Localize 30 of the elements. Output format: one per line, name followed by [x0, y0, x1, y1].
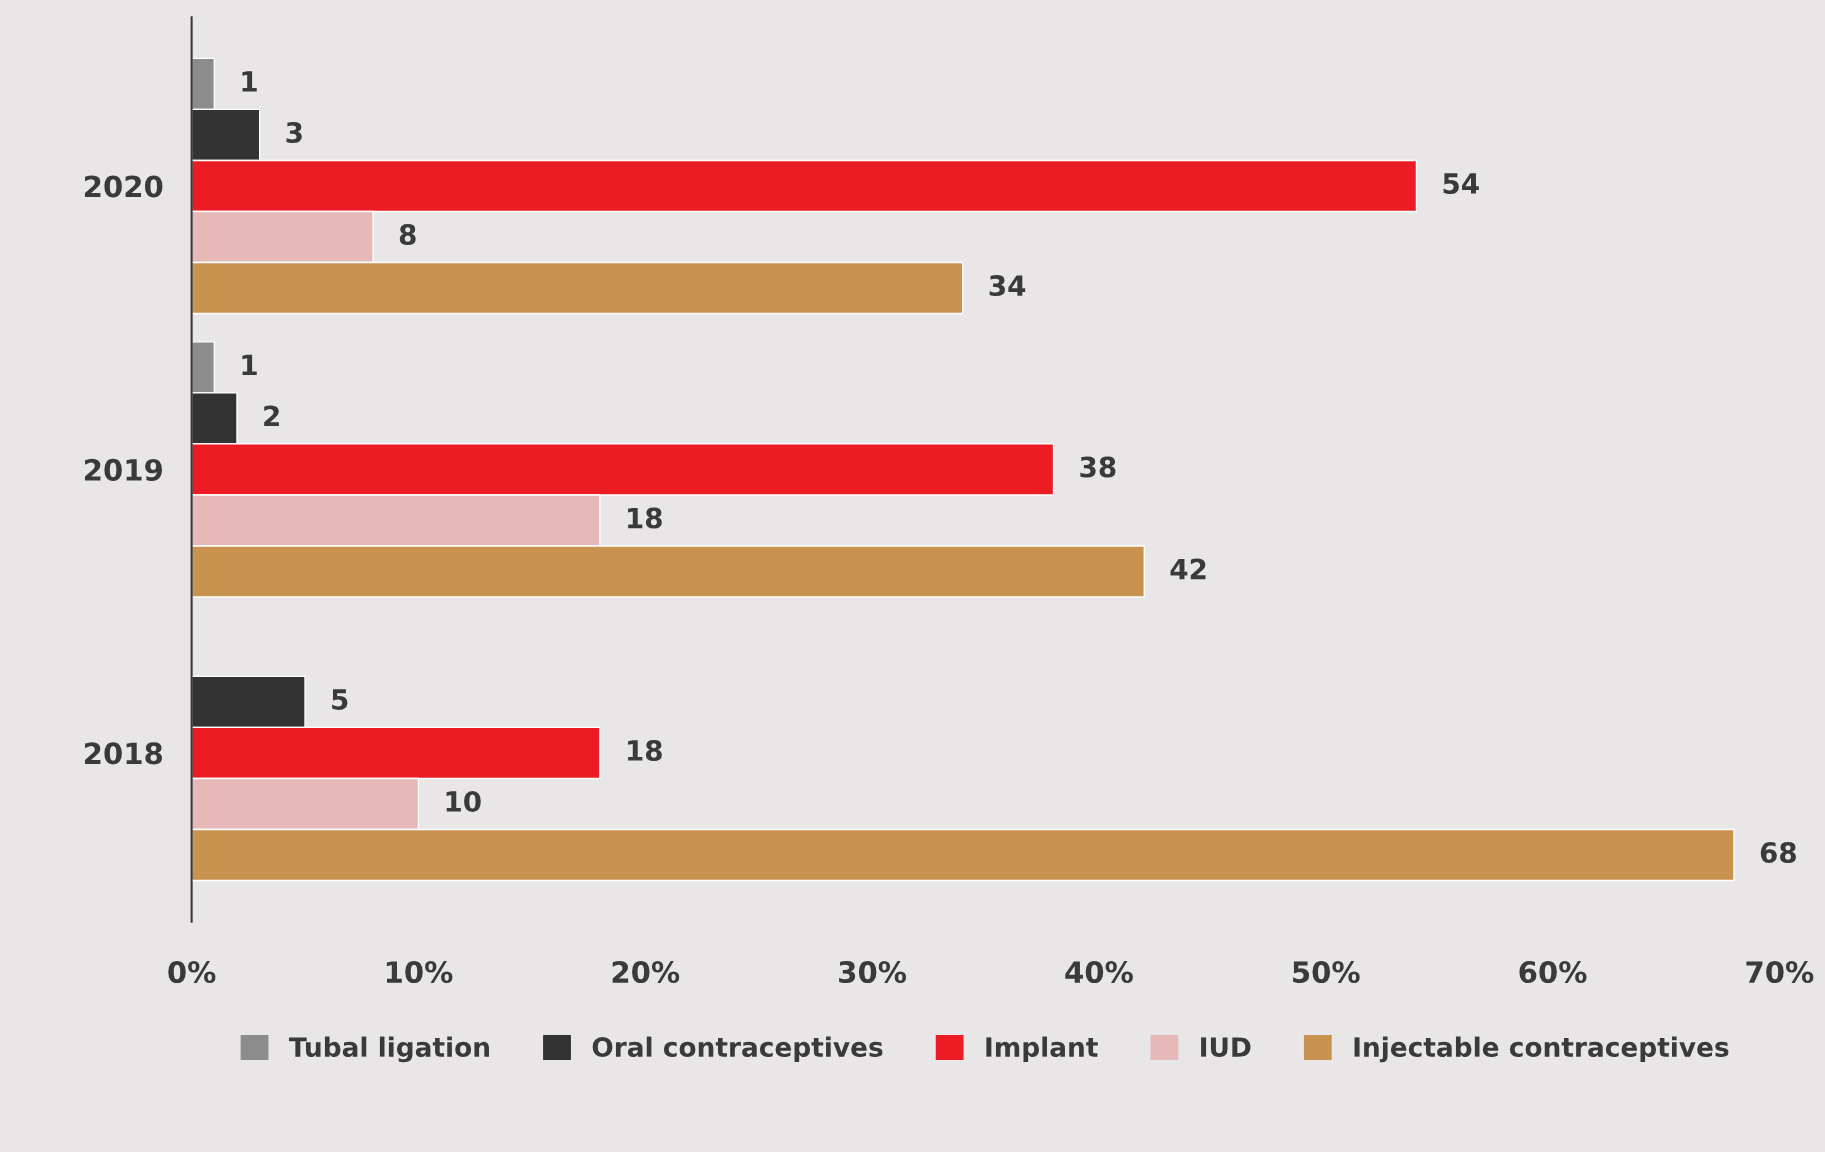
x-tick-label: 70% — [1746, 961, 1814, 984]
legend-label: Tubal ligation — [288, 1036, 489, 1063]
data-label: 34 — [989, 275, 1026, 297]
legend-label: Implant — [986, 1036, 1098, 1063]
legend-label: Injectable contraceptives — [1354, 1036, 1729, 1063]
data-label: 38 — [1080, 456, 1116, 478]
data-label: 18 — [628, 507, 662, 529]
legend-label: Oral contraceptives — [592, 1036, 883, 1063]
legend-label: IUD — [1201, 1037, 1251, 1057]
data-label: 1 — [242, 71, 257, 92]
x-tick-label: 50% — [1293, 961, 1360, 984]
x-tick-label: 0% — [168, 961, 216, 984]
data-label: 10 — [446, 791, 481, 813]
data-label: 54 — [1443, 173, 1479, 195]
x-tick-label: 60% — [1519, 961, 1587, 984]
data-label: 8 — [399, 224, 416, 246]
y-tick-label: 2020 — [84, 175, 163, 198]
data-label: 42 — [1170, 558, 1206, 580]
data-label: 1 — [242, 354, 257, 376]
data-label: 2 — [264, 405, 279, 427]
data-label: 68 — [1760, 842, 1796, 864]
x-tick-label: 10% — [386, 961, 453, 984]
data-label: 5 — [332, 689, 348, 710]
y-tick-label: 2019 — [84, 458, 162, 481]
x-tick-label: 20% — [612, 961, 680, 984]
data-label: 18 — [628, 739, 662, 761]
x-tick-label: 40% — [1065, 961, 1133, 984]
x-tick-label: 30% — [839, 961, 907, 984]
y-tick-label: 2018 — [84, 742, 163, 765]
data-label: 3 — [286, 121, 302, 143]
